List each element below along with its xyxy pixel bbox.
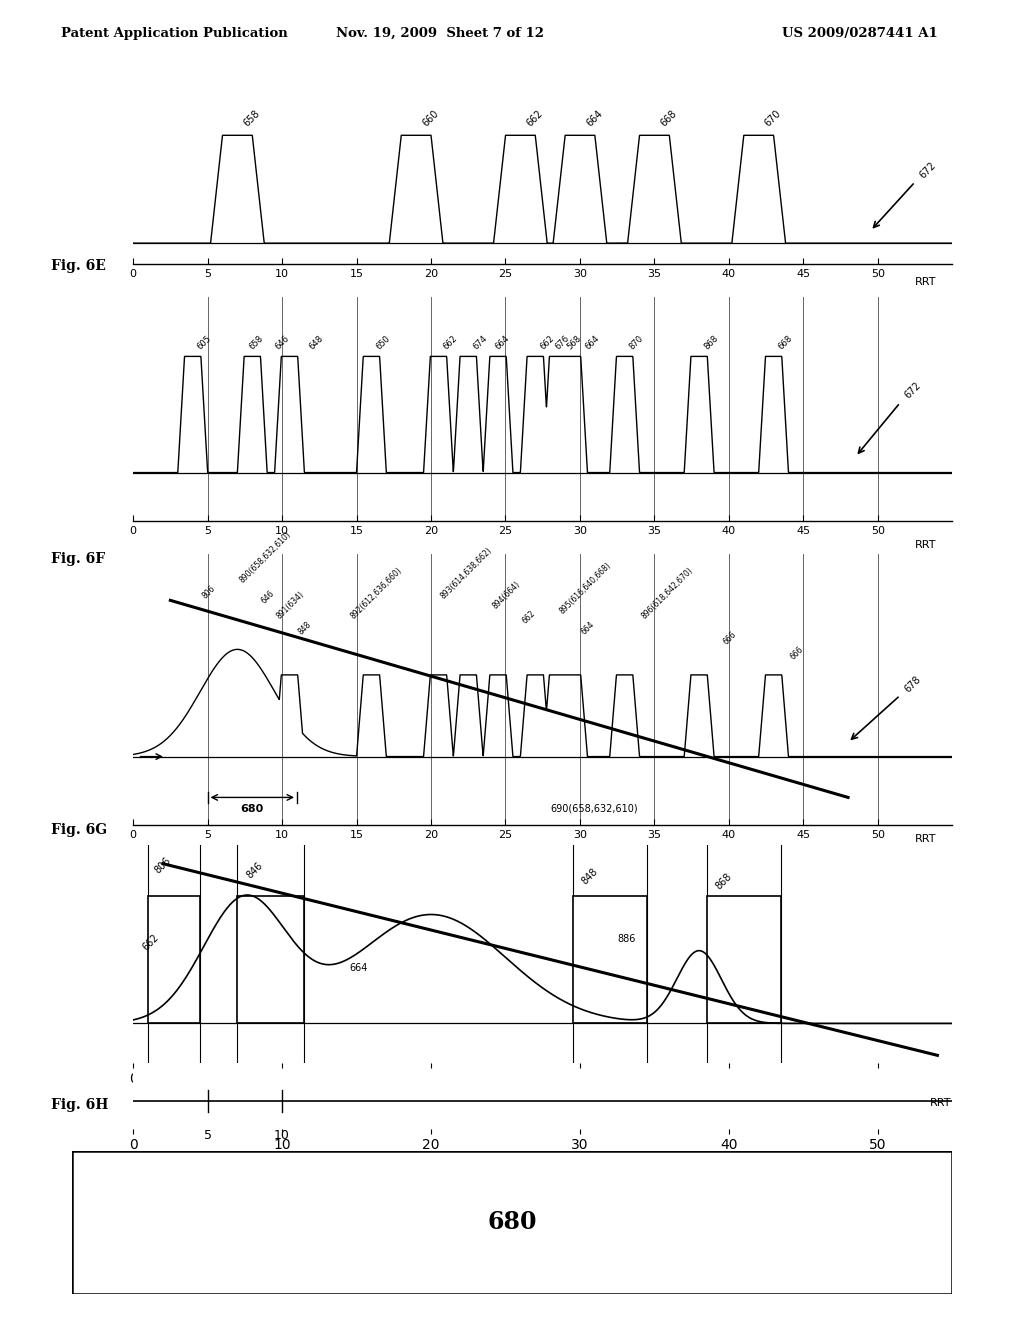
- Text: 662: 662: [525, 108, 545, 128]
- Text: 664: 664: [583, 334, 601, 351]
- Text: 895(616,640,668): 895(616,640,668): [558, 561, 612, 615]
- Text: 648: 648: [307, 334, 325, 351]
- Text: 891(634): 891(634): [274, 590, 306, 620]
- Text: 10: 10: [274, 1129, 290, 1142]
- Text: RRT: RRT: [915, 540, 937, 550]
- Text: 668: 668: [658, 108, 679, 128]
- Text: 806: 806: [153, 855, 173, 876]
- Text: 678: 678: [903, 675, 924, 694]
- Bar: [572, 895, 647, 1023]
- Text: 658: 658: [248, 334, 265, 351]
- Text: 670: 670: [763, 108, 783, 128]
- Text: 680: 680: [487, 1210, 537, 1234]
- Text: 646: 646: [273, 334, 291, 351]
- Text: 666: 666: [788, 645, 805, 661]
- Text: 870: 870: [628, 334, 645, 351]
- Text: 662: 662: [140, 933, 161, 953]
- Text: Fig. 6G: Fig. 6G: [51, 822, 108, 837]
- Text: 672: 672: [919, 160, 938, 181]
- Text: 868: 868: [702, 334, 720, 351]
- Bar: [238, 895, 304, 1023]
- Text: 893(614,638,662): 893(614,638,662): [438, 545, 494, 601]
- Text: 674: 674: [471, 334, 488, 351]
- Text: 676: 676: [553, 334, 571, 351]
- Text: 848: 848: [297, 619, 313, 636]
- Text: 664: 664: [580, 619, 597, 636]
- Text: 896(618,642,670): 896(618,642,670): [640, 566, 694, 620]
- Text: 650: 650: [375, 334, 392, 351]
- Text: 605: 605: [196, 334, 213, 351]
- Text: 848: 848: [580, 866, 600, 886]
- Text: 668: 668: [776, 334, 795, 351]
- Text: 672: 672: [903, 380, 924, 401]
- Text: 662: 662: [539, 334, 556, 351]
- Text: 806: 806: [200, 583, 217, 601]
- Text: RRT: RRT: [915, 834, 937, 845]
- Text: Patent Application Publication: Patent Application Publication: [61, 26, 288, 40]
- Text: 680: 680: [241, 804, 264, 813]
- Text: 690(658,632,610): 690(658,632,610): [550, 804, 638, 813]
- Bar: [148, 895, 200, 1023]
- Text: 662: 662: [520, 610, 537, 626]
- Text: 662: 662: [441, 334, 459, 351]
- Text: Nov. 19, 2009  Sheet 7 of 12: Nov. 19, 2009 Sheet 7 of 12: [336, 26, 545, 40]
- Text: 886: 886: [617, 935, 636, 944]
- Text: 664: 664: [349, 964, 368, 973]
- Text: 664: 664: [494, 334, 511, 351]
- Text: 5: 5: [204, 1129, 212, 1142]
- Text: RRT: RRT: [915, 277, 937, 286]
- Text: 890(658,632,610): 890(658,632,610): [238, 531, 293, 585]
- Text: 666: 666: [722, 630, 738, 647]
- Text: RRT: RRT: [930, 1098, 951, 1109]
- Text: US 2009/0287441 A1: US 2009/0287441 A1: [782, 26, 938, 40]
- Text: 658: 658: [242, 108, 262, 128]
- Text: 846: 846: [245, 861, 265, 880]
- Text: 868: 868: [714, 871, 734, 892]
- Text: 568: 568: [565, 334, 583, 351]
- Bar: [707, 895, 781, 1023]
- Text: 664: 664: [585, 108, 604, 128]
- Text: 894(664): 894(664): [490, 579, 522, 611]
- Text: Fig. 6E: Fig. 6E: [51, 259, 106, 273]
- Text: Fig. 6F: Fig. 6F: [51, 552, 105, 565]
- Text: 646: 646: [260, 589, 276, 606]
- Text: 892(612,636,660): 892(612,636,660): [349, 566, 404, 620]
- Text: Fig. 6H: Fig. 6H: [51, 1098, 109, 1113]
- Text: 660: 660: [421, 108, 440, 128]
